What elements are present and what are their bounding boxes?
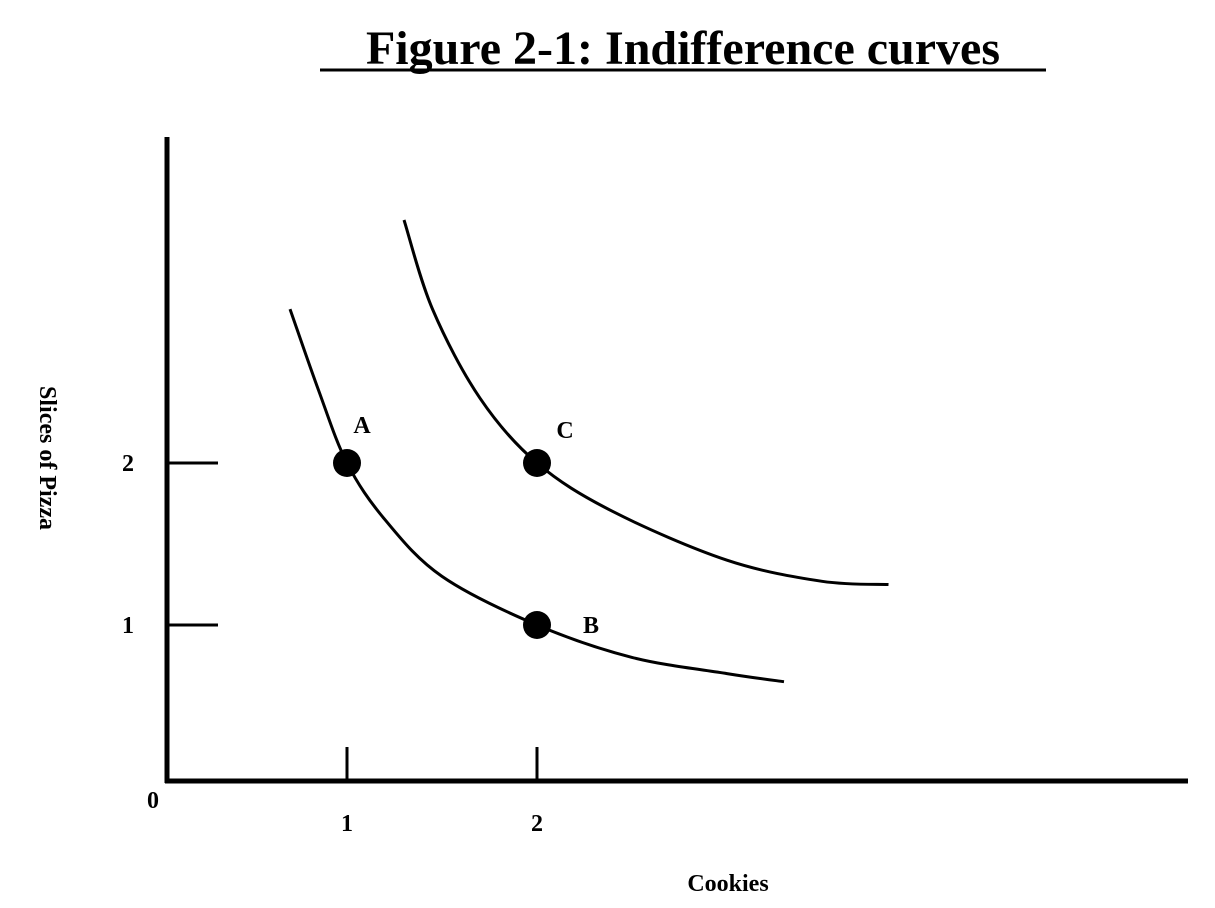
point-layer: A B C [333, 413, 599, 639]
curve-layer [288, 219, 889, 684]
point-a-marker [333, 449, 361, 477]
y-axis-label: Slices of Pizza [34, 386, 60, 530]
chart-title: Figure 2-1: Indifference curves [366, 22, 1000, 75]
x-tick-label: 1 [341, 811, 353, 837]
indifference-curve-2 [402, 219, 889, 586]
point-c-label: C [556, 418, 573, 444]
point-b-marker [523, 611, 551, 639]
x-tick-label: 2 [531, 811, 543, 837]
y-tick-label: 1 [122, 613, 134, 639]
point-b-label: B [583, 613, 599, 639]
point-c-marker [523, 449, 551, 477]
x-axis-label: Cookies [687, 871, 768, 897]
point-a-label: A [353, 413, 371, 439]
tick-layer: 1 2 1 2 [122, 451, 543, 837]
indifference-curve-1 [288, 308, 785, 684]
origin-label: 0 [147, 788, 159, 814]
y-tick-label: 2 [122, 451, 134, 477]
